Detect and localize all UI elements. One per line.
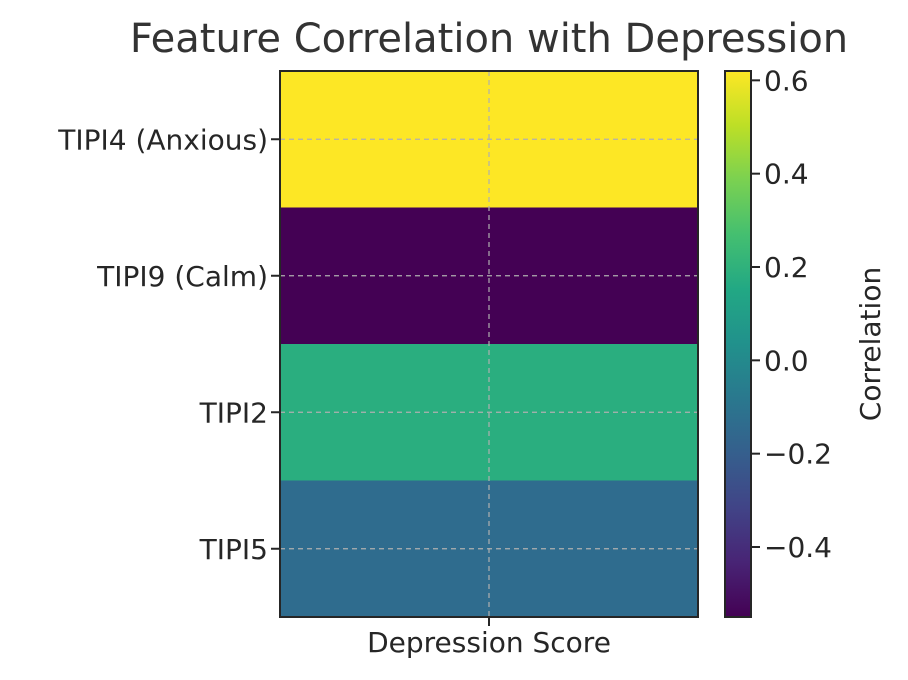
chart-title: Feature Correlation with Depression — [130, 16, 848, 62]
colorbar-tick-label: 0.4 — [764, 158, 809, 191]
y-tick-label: TIPI5 — [199, 533, 268, 566]
y-tick-label: TIPI2 — [199, 396, 268, 429]
y-axis-ticks: TIPI4 (Anxious) TIPI9 (Calm) TIPI2 TIPI5 — [57, 123, 280, 566]
colorbar-tick-label: 0.0 — [764, 344, 809, 377]
colorbar-tick-label: 0.6 — [764, 64, 809, 97]
colorbar-label: Correlation — [854, 267, 887, 421]
plot-frame — [279, 70, 699, 618]
y-tick-label: TIPI4 (Anxious) — [57, 123, 268, 156]
colorbar-tick-label: −0.4 — [764, 531, 832, 564]
grid-lines — [280, 71, 698, 617]
colorbar-tick-label: −0.2 — [764, 438, 832, 471]
x-axis-label: Depression Score — [367, 626, 611, 659]
colorbar-tick-label: 0.2 — [764, 251, 809, 284]
colorbar-ticks: −0.4 −0.2 0.0 0.2 0.4 0.6 — [751, 64, 832, 564]
y-tick-label: TIPI9 (Calm) — [96, 260, 268, 293]
colorbar — [724, 70, 752, 618]
